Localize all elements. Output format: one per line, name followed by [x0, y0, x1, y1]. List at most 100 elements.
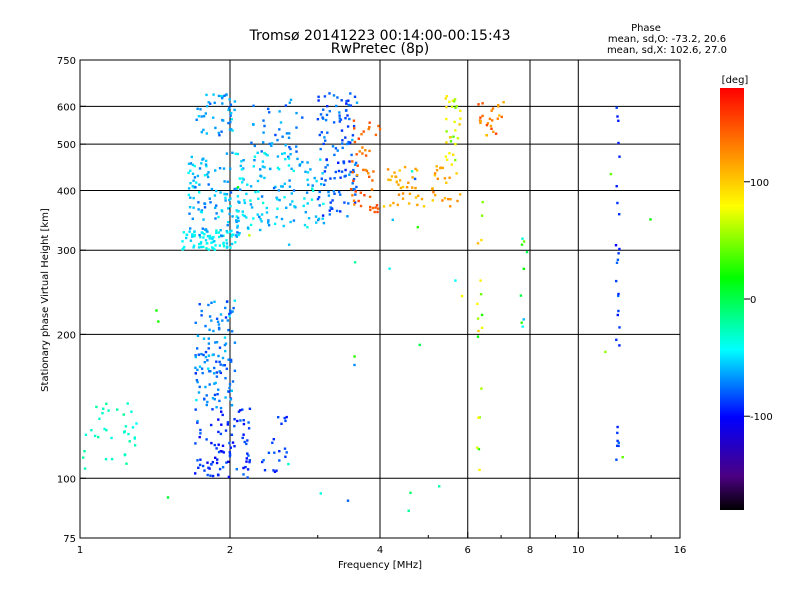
- echo-point: [217, 450, 221, 454]
- echo-point: [210, 187, 214, 191]
- echo-point: [196, 421, 199, 424]
- echo-point: [289, 147, 292, 151]
- echo-point: [183, 245, 186, 249]
- echo-point: [335, 209, 339, 213]
- echo-point: [480, 238, 483, 242]
- echo-point: [295, 126, 298, 129]
- echo-point: [203, 202, 206, 205]
- echo-point: [223, 336, 227, 339]
- echo-point: [353, 140, 357, 144]
- echo-point: [267, 219, 270, 222]
- echo-point: [243, 201, 247, 205]
- echo-point: [196, 174, 200, 178]
- echo-point: [453, 120, 456, 124]
- echo-point: [618, 155, 621, 158]
- echo-point: [618, 213, 621, 216]
- echo-point: [228, 106, 231, 109]
- echo-point: [205, 247, 208, 250]
- echo-point: [441, 199, 444, 202]
- echo-point: [228, 451, 231, 454]
- echo-point: [195, 398, 198, 402]
- echo-point: [193, 164, 196, 168]
- echo-point: [278, 128, 281, 131]
- echo-point: [221, 319, 224, 322]
- echo-point: [497, 104, 500, 107]
- echo-point: [245, 460, 248, 463]
- echo-point: [449, 205, 452, 208]
- echo-point: [486, 122, 490, 125]
- echo-point: [342, 161, 346, 165]
- echo-point: [338, 111, 341, 114]
- echo-point: [205, 93, 208, 97]
- echo-point: [337, 169, 341, 173]
- echo-point: [350, 153, 353, 157]
- echo-point: [226, 300, 229, 303]
- echo-point: [236, 210, 239, 213]
- echo-point: [224, 306, 227, 310]
- echo-point: [206, 173, 209, 176]
- echo-point: [351, 134, 355, 137]
- echo-point: [445, 181, 448, 184]
- echo-point: [227, 328, 230, 332]
- echo-point: [248, 407, 252, 410]
- echo-point: [199, 432, 202, 435]
- echo-point: [208, 370, 211, 373]
- echo-point: [253, 155, 257, 158]
- echo-point: [273, 470, 277, 473]
- echo-point: [480, 214, 484, 217]
- echo-point: [239, 419, 242, 422]
- echo-point: [348, 160, 351, 163]
- echo-point: [229, 446, 232, 449]
- echo-point: [399, 186, 403, 190]
- echo-point: [187, 193, 190, 197]
- echo-point: [310, 198, 314, 201]
- echo-point: [338, 117, 341, 120]
- echo-point: [101, 412, 104, 415]
- echo-point: [133, 436, 136, 439]
- echo-point: [236, 419, 239, 423]
- echo-point: [242, 419, 245, 422]
- echo-point: [215, 229, 218, 232]
- echo-point: [197, 466, 200, 469]
- echo-point: [197, 353, 200, 356]
- echo-point: [189, 227, 192, 230]
- echo-point: [615, 458, 618, 461]
- echo-point: [225, 230, 228, 233]
- echo-point: [217, 430, 220, 434]
- echo-point: [211, 353, 214, 357]
- echo-point: [618, 344, 621, 347]
- echo-point: [326, 105, 329, 108]
- echo-point: [208, 234, 212, 238]
- echo-point: [284, 104, 288, 107]
- echo-point: [223, 180, 226, 183]
- echo-point: [398, 179, 402, 182]
- echo-point: [213, 300, 216, 303]
- echo-point: [220, 130, 223, 133]
- echo-point: [335, 104, 338, 108]
- echo-point: [270, 142, 274, 145]
- echo-point: [191, 217, 194, 220]
- echo-point: [351, 160, 354, 163]
- echo-point: [242, 159, 245, 162]
- echo-point: [210, 319, 213, 322]
- echo-point: [200, 367, 204, 370]
- echo-point: [287, 462, 290, 466]
- echo-point: [341, 139, 344, 142]
- echo-point: [315, 221, 318, 224]
- echo-point: [329, 201, 332, 204]
- echo-point: [246, 468, 250, 471]
- echo-point: [221, 95, 224, 98]
- echo-point: [306, 226, 309, 229]
- echo-point: [317, 217, 321, 220]
- echo-point: [102, 407, 105, 410]
- echo-point: [332, 190, 335, 193]
- echo-point: [198, 303, 201, 306]
- echo-point: [240, 160, 243, 163]
- echo-point: [374, 206, 377, 209]
- echo-point: [200, 314, 203, 317]
- echo-point: [243, 440, 246, 444]
- echo-point: [352, 168, 355, 172]
- echo-point: [197, 391, 201, 394]
- echo-point: [367, 172, 370, 175]
- echo-point: [225, 242, 229, 245]
